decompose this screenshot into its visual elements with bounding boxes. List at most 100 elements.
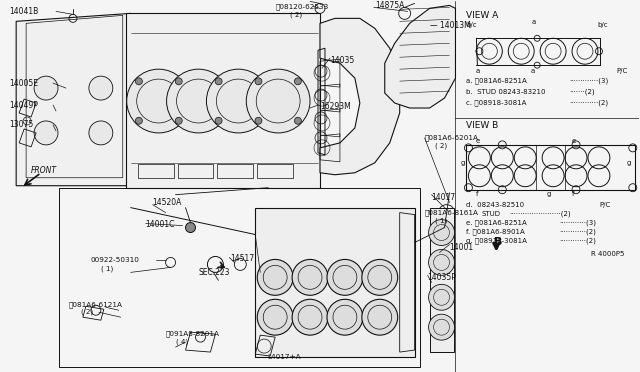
Text: Ⓐ08120-62533: Ⓐ08120-62533 xyxy=(275,3,328,10)
Text: — 14013M: — 14013M xyxy=(429,21,470,30)
Text: L4017+A: L4017+A xyxy=(268,354,301,360)
Circle shape xyxy=(246,69,310,133)
Text: ·············(2): ·············(2) xyxy=(569,100,608,106)
Text: g: g xyxy=(460,160,465,166)
Bar xyxy=(177,164,213,178)
Text: g: g xyxy=(627,160,631,166)
Circle shape xyxy=(255,117,262,124)
Text: e. Ⓐ081A6-8251A: e. Ⓐ081A6-8251A xyxy=(467,219,527,226)
Circle shape xyxy=(136,78,142,85)
Text: FRONT: FRONT xyxy=(31,166,57,175)
Circle shape xyxy=(292,259,328,295)
Text: ·············(3): ·············(3) xyxy=(569,78,608,84)
Text: d.  08243-82510: d. 08243-82510 xyxy=(467,202,525,208)
Text: VIEW A: VIEW A xyxy=(467,11,499,20)
Circle shape xyxy=(292,299,328,335)
Text: 14001: 14001 xyxy=(449,243,474,252)
Circle shape xyxy=(214,78,221,85)
Text: a: a xyxy=(531,19,536,25)
Text: 14005E: 14005E xyxy=(9,78,38,88)
Circle shape xyxy=(257,259,293,295)
Circle shape xyxy=(255,117,262,124)
Text: g. Ⓚ08918-3081A: g. Ⓚ08918-3081A xyxy=(467,237,527,244)
Text: R 4000P5: R 4000P5 xyxy=(591,251,625,257)
Text: 14035P: 14035P xyxy=(428,273,456,282)
Text: ·······(2): ·······(2) xyxy=(569,89,595,95)
Text: 14035: 14035 xyxy=(330,56,354,65)
Circle shape xyxy=(34,76,58,100)
Text: a: a xyxy=(476,68,479,74)
Circle shape xyxy=(327,259,363,295)
Text: 14520A: 14520A xyxy=(153,198,182,207)
Circle shape xyxy=(166,69,230,133)
Text: 13075: 13075 xyxy=(9,121,33,129)
Text: ( 2): ( 2) xyxy=(435,142,447,149)
Text: Ⓐ091A8-8201A: Ⓐ091A8-8201A xyxy=(166,331,220,337)
Text: 14001C: 14001C xyxy=(146,220,175,229)
Text: ( 1): ( 1) xyxy=(435,217,447,224)
Text: a. Ⓐ081A6-8251A: a. Ⓐ081A6-8251A xyxy=(467,78,527,84)
Text: ( 4): ( 4) xyxy=(175,339,188,345)
Circle shape xyxy=(429,314,454,340)
Circle shape xyxy=(215,117,222,124)
Circle shape xyxy=(186,222,195,232)
Text: 16293M: 16293M xyxy=(320,102,351,110)
Text: ············(3): ············(3) xyxy=(559,219,596,226)
Text: ············(2): ············(2) xyxy=(559,228,596,235)
Text: b/c: b/c xyxy=(467,22,477,28)
Text: ( 1): ( 1) xyxy=(101,265,113,272)
Text: ·······················(2): ·······················(2) xyxy=(509,210,571,217)
Text: ( 2): ( 2) xyxy=(81,309,93,315)
Circle shape xyxy=(429,219,454,246)
Text: f. Ⓐ081A6-8901A: f. Ⓐ081A6-8901A xyxy=(467,228,525,235)
Circle shape xyxy=(294,117,301,124)
Circle shape xyxy=(215,78,222,85)
Text: b.  STUD 08243-83210: b. STUD 08243-83210 xyxy=(467,89,546,95)
Polygon shape xyxy=(385,6,456,108)
Text: e: e xyxy=(476,138,479,144)
Circle shape xyxy=(429,250,454,275)
Circle shape xyxy=(362,299,397,335)
Circle shape xyxy=(257,299,293,335)
Text: a: a xyxy=(530,68,534,74)
Circle shape xyxy=(362,259,397,295)
Circle shape xyxy=(127,69,191,133)
Polygon shape xyxy=(125,13,320,188)
Circle shape xyxy=(207,69,270,133)
Bar xyxy=(218,164,253,178)
Polygon shape xyxy=(255,208,415,357)
Circle shape xyxy=(327,299,363,335)
Circle shape xyxy=(175,117,182,124)
Text: f: f xyxy=(572,191,575,197)
Circle shape xyxy=(294,78,301,85)
Text: ············(2): ············(2) xyxy=(559,237,596,244)
Circle shape xyxy=(429,284,454,310)
Polygon shape xyxy=(429,208,454,352)
Text: 14049P: 14049P xyxy=(9,100,38,109)
Text: b/c: b/c xyxy=(597,22,607,28)
Text: 14517: 14517 xyxy=(230,254,255,263)
Text: Ⓐ081A6-6121A: Ⓐ081A6-6121A xyxy=(69,301,123,308)
Text: Ⓐ081A6-8161A: Ⓐ081A6-8161A xyxy=(424,209,479,216)
Circle shape xyxy=(89,76,113,100)
Text: 14017: 14017 xyxy=(431,193,456,202)
Circle shape xyxy=(255,78,262,85)
Circle shape xyxy=(214,117,221,124)
Text: 14041B: 14041B xyxy=(9,7,38,16)
Text: 00922-50310: 00922-50310 xyxy=(91,257,140,263)
Text: STUD: STUD xyxy=(481,211,500,217)
Text: ( 2): ( 2) xyxy=(290,11,302,17)
Circle shape xyxy=(175,78,182,85)
Circle shape xyxy=(89,121,113,145)
Circle shape xyxy=(136,117,142,124)
Bar xyxy=(257,164,293,178)
Text: e: e xyxy=(572,138,576,144)
Bar xyxy=(138,164,173,178)
Text: P/C: P/C xyxy=(617,68,628,74)
Text: 14875A: 14875A xyxy=(375,1,404,10)
Text: VIEW B: VIEW B xyxy=(467,121,499,131)
Text: P/C: P/C xyxy=(599,202,610,208)
Circle shape xyxy=(255,78,262,85)
Circle shape xyxy=(34,121,58,145)
Text: g: g xyxy=(546,191,550,197)
